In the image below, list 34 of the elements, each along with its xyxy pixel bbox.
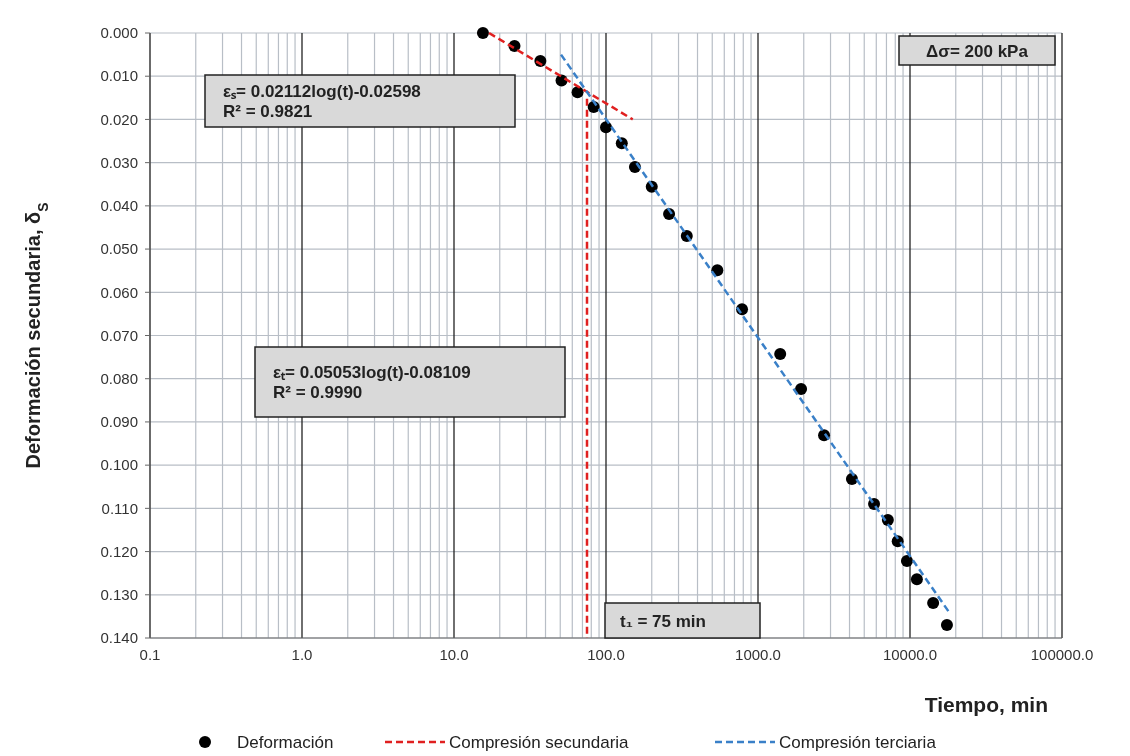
legend-label: Deformación: [237, 732, 334, 752]
y-tick-label: 0.140: [100, 629, 138, 647]
x-tick-label: 1000.0: [735, 646, 781, 663]
y-tick-label: 0.080: [100, 369, 138, 387]
y-tick-label: 0.130: [100, 586, 138, 604]
y-tick-label: 0.100: [100, 456, 138, 474]
ref-line-label: t₁ = 75 min: [620, 612, 706, 631]
label-box: t₁ = 75 min: [604, 602, 761, 639]
legend-label: Compresión secundaria: [449, 732, 630, 752]
y-tick-label: 0.050: [100, 240, 138, 258]
x-tick-label: 10.0: [439, 646, 469, 663]
x-tick-label: 0.1: [139, 646, 161, 663]
y-tick-label: 0.070: [100, 326, 138, 344]
legend-label: Compresión terciaria: [779, 732, 937, 752]
x-tick-label: 100000.0: [1030, 646, 1094, 663]
note-box: εₛ= 0.02112log(t)-0.02598 R² = 0.9821: [204, 74, 516, 128]
x-axis-title: Tiempo, min: [924, 693, 1048, 716]
y-tick-label: 0.020: [100, 110, 138, 128]
y-tick-label: 0.010: [100, 67, 138, 85]
annotation: εₜ= 0.05053log(t)-0.08109 R² = 0.9990: [273, 363, 471, 402]
y-tick-label: 0.110: [101, 499, 138, 517]
x-tick-label: 1.0: [291, 646, 313, 663]
note-box: Δσ= 200 kPa: [898, 35, 1056, 66]
x-tick-label: 10000.0: [882, 646, 938, 663]
y-tick-label: 0.060: [100, 283, 138, 301]
annotation: Δσ= 200 kPa: [926, 41, 1029, 61]
y-tick-label: 0.090: [100, 413, 138, 431]
annotation: εₛ= 0.02112log(t)-0.02598 R² = 0.9821: [223, 82, 421, 121]
y-tick-label: 0.040: [100, 197, 138, 215]
y-tick-label: 0.030: [100, 153, 138, 171]
note-box: εₜ= 0.05053log(t)-0.08109 R² = 0.9990: [254, 346, 566, 418]
x-tick-label: 100.0: [587, 646, 625, 663]
y-tick-label: 0.000: [100, 24, 138, 42]
y-tick-label: 0.120: [100, 542, 138, 560]
